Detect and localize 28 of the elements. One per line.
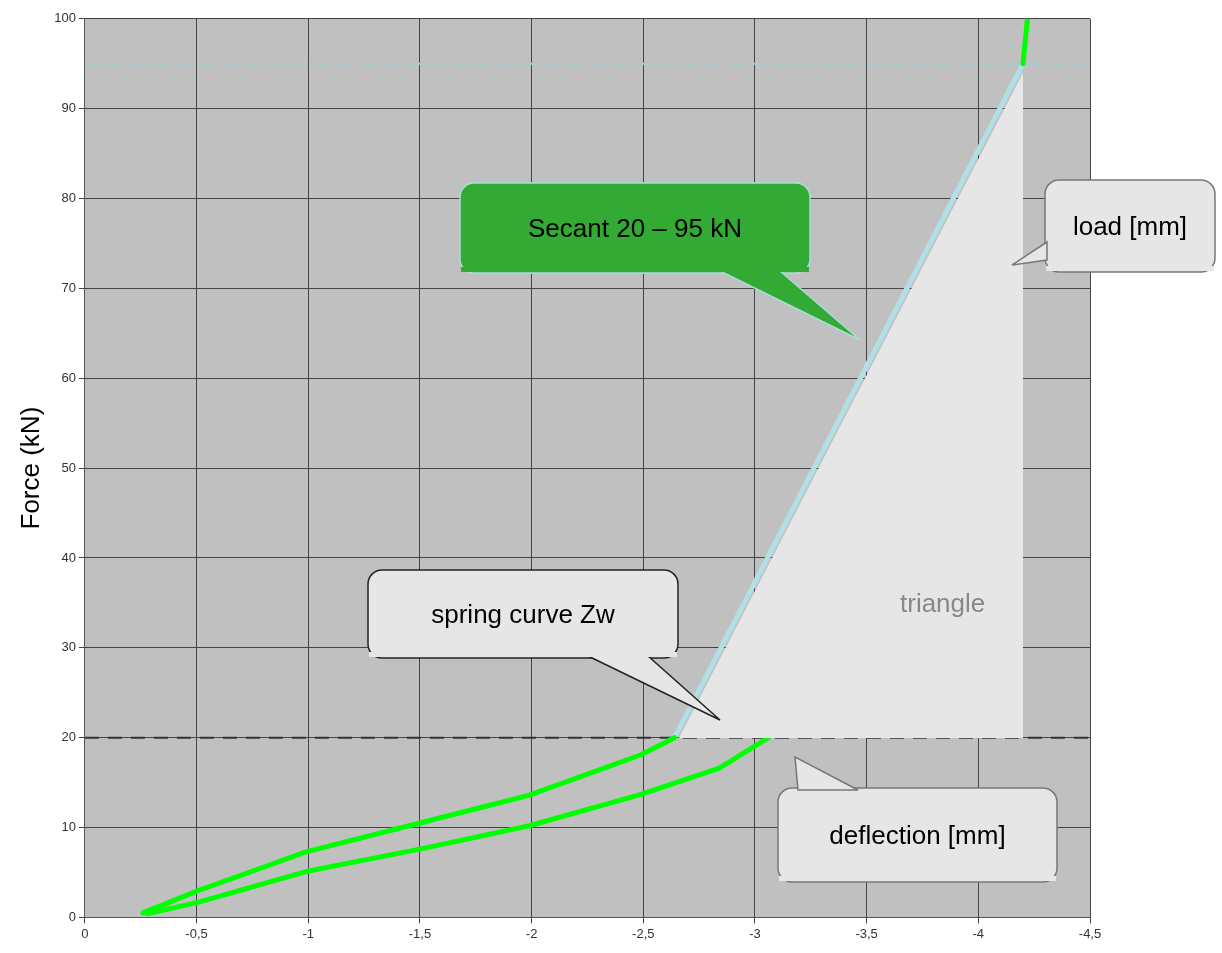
x-tick-label: -1,5 <box>408 925 432 941</box>
annotation: load [mm] <box>1072 211 1188 241</box>
y-axis-title: Force (kN) <box>14 406 45 530</box>
y-tick-label: 90 <box>61 100 76 116</box>
y-tick-label: 80 <box>61 190 76 206</box>
x-tick-label: -2 <box>525 925 538 941</box>
x-tick-label: -4,5 <box>1078 925 1102 941</box>
annotation: spring curve Zw <box>431 599 615 629</box>
y-tick-label: 0 <box>68 908 76 924</box>
annotation: triangle <box>900 588 986 619</box>
y-tick-label: 30 <box>61 639 76 655</box>
y-tick-label: 10 <box>61 819 76 835</box>
y-tick-label: 60 <box>61 369 76 385</box>
x-tick-label: -0,5 <box>185 925 208 941</box>
y-tick-label: 20 <box>61 729 76 745</box>
x-tick-label: -2,5 <box>632 925 655 941</box>
x-tick-label: -3,5 <box>855 925 878 941</box>
y-tick-label: 70 <box>61 279 76 295</box>
x-tick-label: -3 <box>749 925 761 941</box>
y-tick-label: 50 <box>61 459 76 475</box>
x-tick-label: 0 <box>81 925 89 941</box>
x-tick-label: -1 <box>302 925 315 941</box>
annotation: deflection [mm] <box>829 820 1006 850</box>
speech-bubble: Secant 20 – 95 kN <box>458 181 862 342</box>
y-tick-label: 100 <box>54 10 76 26</box>
annotation: Secant 20 – 95 kN <box>528 213 742 243</box>
y-tick-label: 40 <box>61 549 76 565</box>
x-tick-label: -4 <box>972 925 985 941</box>
